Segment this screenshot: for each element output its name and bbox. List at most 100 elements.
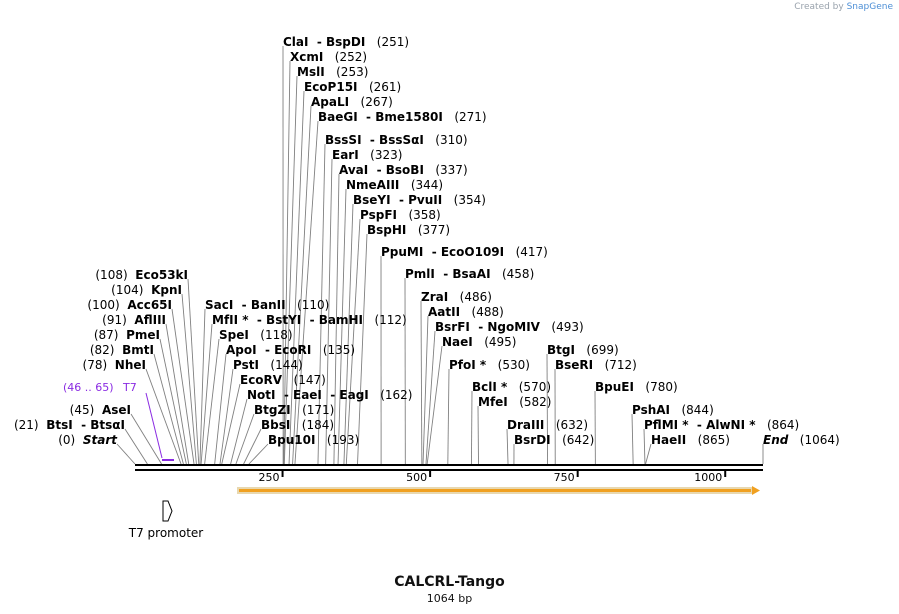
enzyme-name: PmlI - BsaAI — [405, 267, 491, 281]
restriction-site-label[interactable]: EcoRV (147) — [240, 373, 326, 387]
restriction-site-label[interactable]: ApoI - EcoRI (135) — [226, 343, 355, 357]
cut-position: (147) — [294, 373, 326, 387]
restriction-site-label[interactable]: AatII (488) — [428, 305, 504, 319]
restriction-site-label[interactable]: (87) PmeI — [94, 328, 160, 342]
restriction-site-label[interactable]: XcmI (252) — [290, 50, 367, 64]
restriction-site-label[interactable]: (82) BmtI — [90, 343, 154, 357]
restriction-site-label[interactable]: BtgI (699) — [547, 343, 619, 357]
enzyme-name: BsrFI - NgoMIV — [435, 320, 541, 334]
enzyme-name: KpnI — [151, 283, 182, 297]
enzyme-name: Start — [83, 433, 118, 447]
enzyme-name: BpuEI — [595, 380, 634, 394]
restriction-site-label[interactable]: BaeGI - Bme1580I (271) — [318, 110, 487, 124]
enzyme-name: PflMI * - AlwNI * — [644, 418, 756, 432]
cut-position: (118) — [260, 328, 292, 342]
restriction-site-label[interactable]: (0) Start — [58, 433, 118, 447]
restriction-site-label[interactable]: BclI * (570) — [472, 380, 551, 394]
site-leader-line — [426, 345, 443, 465]
restriction-site-label[interactable]: DraIII (632) — [507, 418, 588, 432]
primer-leader — [145, 392, 163, 459]
restriction-site-label[interactable]: BsrDI (642) — [514, 433, 594, 447]
restriction-site-label[interactable]: End (1064) — [763, 433, 840, 447]
restriction-site-label[interactable]: NaeI (495) — [442, 335, 516, 349]
cut-position: (486) — [460, 290, 492, 304]
cut-position: (699) — [586, 343, 618, 357]
snapgene-logo: SnapGene — [846, 2, 893, 12]
restriction-site-label[interactable]: NotI - EaeI - EagI (162) — [247, 388, 413, 402]
restriction-site-label[interactable]: (45) AseI — [70, 403, 131, 417]
restriction-site-label[interactable]: BpuEI (780) — [595, 380, 678, 394]
orf-arrow[interactable] — [237, 486, 760, 495]
enzyme-name: MfeI — [478, 395, 508, 409]
sequence-map: ClaI - BspDI (251)XcmI (252)MslI (253)Ec… — [14, 35, 840, 540]
restriction-site-label[interactable]: SacI - BanII (110) — [205, 298, 329, 312]
enzyme-name: SpeI — [219, 328, 249, 342]
restriction-site-label[interactable]: BtgZI (171) — [254, 403, 334, 417]
restriction-site-label[interactable]: (108) Eco53kI — [95, 268, 188, 282]
enzyme-name: BssSI - BssSαI — [325, 133, 424, 147]
site-leader-line — [130, 413, 162, 465]
cut-position: (171) — [302, 403, 334, 417]
restriction-site-label[interactable]: MfeI (582) — [478, 395, 552, 409]
cut-position: (108) — [95, 268, 127, 282]
cut-position: (100) — [87, 298, 119, 312]
restriction-site-label[interactable]: NmeAIII (344) — [346, 178, 443, 192]
restriction-site-label[interactable]: BspHI (377) — [367, 223, 450, 237]
restriction-site-label[interactable]: (91) AflIII — [102, 313, 166, 327]
restriction-site-label[interactable]: PflMI * - AlwNI * (864) — [644, 418, 799, 432]
scale-tick-label: 500 — [406, 471, 427, 484]
map-title: CALCRL-Tango — [394, 574, 505, 590]
site-leader-line — [283, 75, 298, 465]
restriction-site-label[interactable]: ApaLI (267) — [311, 95, 393, 109]
site-leader-line — [187, 278, 200, 465]
site-leader-line — [124, 428, 148, 465]
enzyme-name: NaeI — [442, 335, 473, 349]
restriction-site-label[interactable]: PmlI - BsaAI (458) — [405, 267, 534, 281]
cut-position: (261) — [369, 80, 401, 94]
primer-name: T7 — [122, 381, 137, 394]
site-leader-line — [333, 173, 340, 465]
restriction-site-label[interactable]: PfoI * (530) — [449, 358, 530, 372]
restriction-site-label[interactable]: Bpu10I (193) — [268, 433, 359, 447]
site-leader-line — [200, 323, 213, 465]
site-leader-line — [283, 60, 291, 465]
restriction-site-label[interactable]: PstI (144) — [233, 358, 303, 372]
enzyme-name: BclI * — [472, 380, 508, 394]
restriction-site-label[interactable]: SpeI (118) — [219, 328, 293, 342]
restriction-site-label[interactable]: PpuMI - EcoO109I (417) — [381, 245, 548, 259]
restriction-site-label[interactable]: BssSI - BssSαI (310) — [325, 133, 468, 147]
restriction-site-label[interactable]: BsrFI - NgoMIV (493) — [435, 320, 584, 334]
enzyme-name: Eco53kI — [135, 268, 188, 282]
site-leader-line — [294, 120, 319, 465]
site-leader-line — [145, 368, 182, 465]
restriction-site-label[interactable]: EcoP15I (261) — [304, 80, 401, 94]
restriction-site-label[interactable]: (104) KpnI — [111, 283, 182, 297]
restriction-site-label[interactable]: (100) Acc65I — [87, 298, 172, 312]
enzyme-name: PstI — [233, 358, 259, 372]
enzyme-name: BtgZI — [254, 403, 291, 417]
site-leader-line — [153, 353, 184, 465]
t7-primer[interactable]: (46 .. 65) T7 — [63, 381, 174, 461]
restriction-site-label[interactable]: PspFI (358) — [360, 208, 441, 222]
restriction-site-label[interactable]: MslI (253) — [297, 65, 368, 79]
restriction-site-label[interactable]: AvaI - BsoBI (337) — [339, 163, 468, 177]
restriction-site-label[interactable]: BbsI (184) — [261, 418, 334, 432]
t7-promoter-feature[interactable]: T7 promoter — [128, 500, 204, 540]
restriction-site-label[interactable]: BseYI - PvuII (354) — [353, 193, 486, 207]
restriction-site-label[interactable]: MfII * - BstYI - BamHI (112) — [212, 313, 407, 327]
enzyme-name: XcmI — [290, 50, 323, 64]
restriction-site-label[interactable]: (21) BtsI - BtsαI — [14, 418, 125, 432]
restriction-site-label[interactable]: HaeII (865) — [651, 433, 730, 447]
restriction-site-label[interactable]: EarI (323) — [332, 148, 402, 162]
restriction-site-label[interactable]: ZraI (486) — [421, 290, 492, 304]
restriction-site-label[interactable]: BseRI (712) — [555, 358, 637, 372]
cut-position: (458) — [502, 267, 534, 281]
enzyme-name: BspHI — [367, 223, 406, 237]
restriction-site-label[interactable]: PshAI (844) — [632, 403, 714, 417]
cut-position: (865) — [698, 433, 730, 447]
restriction-site-label[interactable]: ClaI - BspDI (251) — [283, 35, 409, 49]
site-leader-line — [165, 323, 190, 465]
restriction-site-label[interactable]: (78) NheI — [83, 358, 146, 372]
cut-position: (144) — [270, 358, 302, 372]
cut-position: (570) — [519, 380, 551, 394]
